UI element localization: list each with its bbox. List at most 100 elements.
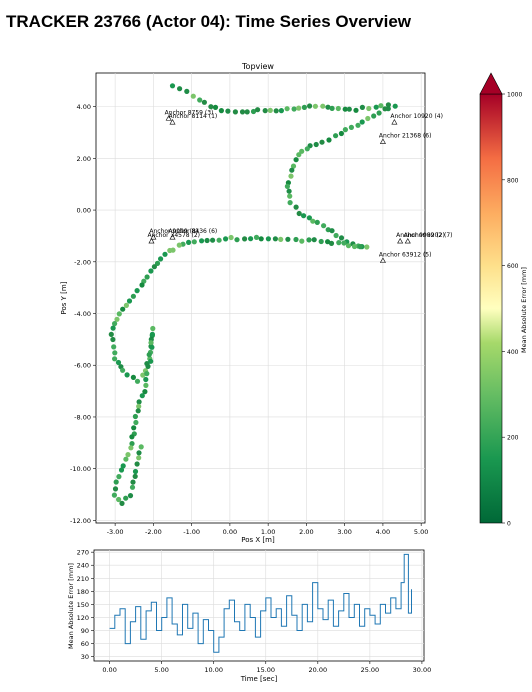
trajectory-point (359, 119, 365, 125)
trajectory-point (293, 204, 299, 210)
trajectory-point (151, 264, 157, 270)
trajectory-point (132, 468, 139, 475)
trajectory-point (132, 413, 138, 420)
trajectory-point (114, 316, 120, 322)
trajectory-point (291, 106, 297, 112)
trajectory-point (139, 393, 145, 399)
trajectory-point (218, 108, 224, 114)
trajectory-point (307, 103, 313, 109)
trajectory-point (108, 331, 114, 337)
trajectory-point (112, 321, 118, 327)
trajectory-point (306, 215, 312, 221)
colorbar-tick-label: 1000 (507, 92, 522, 99)
trajectory-point (124, 372, 130, 378)
trajectory-point (299, 148, 305, 154)
trajectory-point (148, 268, 154, 274)
trajectory-point (208, 104, 214, 110)
trajectory-point (150, 325, 156, 332)
trajectory-point (136, 399, 142, 405)
topview-x-tick-label: 1.00 (261, 528, 275, 536)
colorbar (479, 93, 503, 524)
trajectory-point (130, 293, 136, 299)
trajectory-point (120, 306, 126, 312)
trajectory-point (382, 106, 388, 112)
trajectory-point (273, 108, 279, 114)
trajectory-point (329, 228, 335, 234)
colorbar-label: Mean Absolute Error [mm] (520, 267, 528, 353)
anchor-marker (397, 237, 404, 244)
trajectory-point (116, 496, 122, 503)
trajectory-point (336, 240, 342, 246)
trajectory-point (296, 152, 302, 158)
trajectory-point (319, 139, 325, 145)
anchors: Anchor 8759 (3)Anchor 8114 (1) Anchor 109… (147, 109, 453, 263)
trajectory-point (325, 239, 331, 245)
trajectory-point (313, 141, 319, 148)
trajectory-point (284, 106, 290, 112)
error-x-tick-label: 25.00 (361, 666, 380, 674)
trajectory-point (293, 236, 299, 243)
trajectory-point (123, 302, 129, 308)
trajectory-point (138, 444, 144, 450)
colorbar-ticks: 0 200 400 600 800 1000 (502, 92, 522, 528)
topview-y-tick-label: 0.00 (77, 207, 91, 215)
trajectory-point (287, 200, 293, 206)
trajectory-point (314, 219, 320, 225)
trajectory-point (348, 124, 354, 130)
topview-title: Topview (241, 62, 274, 71)
trajectory-point (119, 500, 125, 506)
trajectory-point (328, 240, 335, 246)
trajectory-point (142, 389, 148, 395)
trajectory-point (290, 163, 297, 169)
trajectory-point (262, 108, 268, 114)
topview-y-tick-label: -4.00 (74, 310, 91, 318)
trajectory-point (242, 236, 248, 242)
trajectory-point (135, 408, 141, 414)
trajectory-point (177, 86, 183, 92)
trajectory-point (110, 336, 116, 343)
trajectory-point (134, 461, 140, 467)
trajectory-point (378, 103, 384, 109)
trajectory-point (216, 237, 222, 243)
topview-y-ticks: -12.00 -10.00 -8.00 -6.00 -4.00 -2.00 0.00 2.00… (70, 103, 96, 525)
trajectory-point (351, 243, 358, 250)
anchor-marker (169, 234, 176, 240)
trajectory-point (232, 109, 238, 115)
anchor-marker (379, 138, 386, 144)
trajectory-point (304, 146, 310, 152)
anchor-marker (404, 237, 411, 244)
trajectory-point (278, 236, 284, 242)
trajectory-point (210, 237, 216, 243)
error-x-tick-label: 15.00 (256, 666, 275, 674)
trajectory-point (346, 106, 352, 112)
trajectory-point (353, 107, 359, 113)
trajectory-point (112, 350, 118, 356)
trajectory-point (228, 234, 234, 241)
trajectory-point (129, 434, 135, 440)
trajectory-point (278, 108, 284, 114)
trajectory-point (149, 331, 155, 337)
trajectory-point (338, 235, 345, 241)
error-y-ticks: 30 60 90 120 150 180 210 240 270 (77, 549, 94, 661)
colorbar-tick-label: 800 (507, 177, 519, 184)
trajectory-point (299, 238, 305, 244)
topview-x-tick-label: 2.00 (299, 528, 313, 536)
trajectory-point (341, 240, 347, 246)
trajectory-point (133, 419, 139, 426)
colorbar-tick-label: 200 (507, 435, 519, 442)
trajectory-point (115, 359, 122, 366)
trajectory-point (112, 356, 118, 362)
trajectory-point (365, 115, 371, 122)
colorbar-tick-label: 400 (507, 349, 519, 356)
anchor-marker (165, 115, 172, 121)
trajectory-point (136, 403, 142, 409)
trajectory-point (111, 344, 117, 350)
trajectory-point (376, 110, 382, 116)
trajectory-point (190, 93, 196, 99)
trajectory-point (310, 218, 316, 224)
trajectory-point (329, 105, 335, 111)
trajectory-point (113, 479, 119, 485)
colorbar-tick-label: 0 (507, 521, 511, 528)
trajectory-point (244, 109, 250, 115)
trajectory-point (130, 479, 136, 485)
